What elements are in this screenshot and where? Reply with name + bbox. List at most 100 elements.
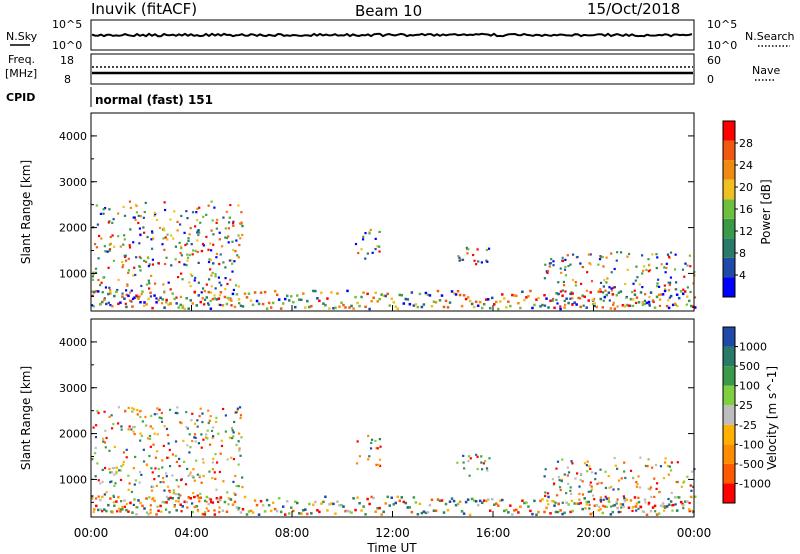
heatmap-cell <box>629 297 633 301</box>
heatmap-cell <box>390 297 393 301</box>
heatmap-cell <box>150 414 153 418</box>
heatmap-cell <box>318 510 321 514</box>
heatmap-cell <box>218 470 221 474</box>
heatmap-cell <box>619 251 623 254</box>
heatmap-cell <box>200 291 203 294</box>
heatmap-cell <box>664 288 667 291</box>
heatmap-cell <box>468 474 471 477</box>
heatmap-cell <box>412 496 416 499</box>
heatmap-cell <box>163 306 166 309</box>
heatmap-cell <box>320 502 323 505</box>
heatmap-cell <box>610 252 613 255</box>
heatmap-cell <box>438 299 442 302</box>
heatmap-cell <box>444 299 448 303</box>
heatmap-cell <box>237 463 240 466</box>
heatmap-cell <box>578 498 581 501</box>
heatmap-cell <box>218 294 222 297</box>
heatmap-cell <box>503 509 506 513</box>
heatmap-cell <box>128 425 131 428</box>
heatmap-cell <box>115 470 118 473</box>
heatmap-cell <box>551 499 554 503</box>
heatmap-cell <box>285 500 289 503</box>
heatmap-cell <box>680 485 683 488</box>
heatmap-cell <box>641 269 645 272</box>
ytick-label: 1000 <box>59 267 87 280</box>
heatmap-cell <box>543 475 546 478</box>
heatmap-cell <box>171 292 174 295</box>
heatmap-cell <box>164 236 167 239</box>
heatmap-cell <box>486 298 490 301</box>
heatmap-cell <box>117 507 121 510</box>
heatmap-cell <box>350 511 353 514</box>
heatmap-cell <box>133 216 136 219</box>
heatmap-cell <box>673 496 677 499</box>
heatmap-cell <box>571 509 574 513</box>
heatmap-cell <box>211 219 214 222</box>
heatmap-cell <box>117 495 120 499</box>
heatmap-cell <box>544 491 547 494</box>
heatmap-cell <box>167 497 170 501</box>
heatmap-cell <box>550 258 553 261</box>
heatmap-cell <box>208 497 211 500</box>
heatmap-cell <box>629 304 632 307</box>
heatmap-cell <box>196 250 199 254</box>
heatmap-cell <box>635 296 639 299</box>
heatmap-cell <box>663 506 667 509</box>
heatmap-cell <box>112 218 115 221</box>
heatmap-cell <box>171 497 174 500</box>
heatmap-cell <box>224 288 227 291</box>
heatmap-cell <box>330 502 333 505</box>
heatmap-cell <box>675 293 679 296</box>
heatmap-cell <box>215 252 219 256</box>
heatmap-cell <box>108 249 111 252</box>
heatmap-cell <box>501 498 504 502</box>
heatmap-cell <box>219 253 222 256</box>
heatmap-cell <box>544 468 547 471</box>
heatmap-cell <box>99 303 102 306</box>
heatmap-cell <box>366 292 369 296</box>
heatmap-cell <box>174 493 177 496</box>
heatmap-cell <box>139 501 142 505</box>
heatmap-cell <box>94 271 98 274</box>
heatmap-cell <box>298 512 301 515</box>
heatmap-cell <box>294 500 297 503</box>
heatmap-cell <box>587 253 590 256</box>
heatmap-cell <box>296 501 299 505</box>
heatmap-cell <box>169 218 172 221</box>
heatmap-cell <box>210 429 214 433</box>
heatmap-cell <box>622 505 625 508</box>
heatmap-cell <box>189 285 192 288</box>
heatmap-cell <box>237 256 240 259</box>
heatmap-cell <box>643 302 647 306</box>
heatmap-cell <box>658 298 662 301</box>
heatmap-cell <box>420 511 424 515</box>
heatmap-cell <box>497 307 500 311</box>
heatmap-cell <box>372 296 375 300</box>
colorbar-tick-label: 4 <box>739 269 746 282</box>
heatmap-cell <box>374 291 377 294</box>
heatmap-cell <box>228 216 231 219</box>
heatmap-cell <box>549 299 552 303</box>
heatmap-cell <box>398 293 402 297</box>
heatmap-cell <box>517 301 520 305</box>
heatmap-cell <box>340 301 343 305</box>
heatmap-cell <box>613 456 616 460</box>
colorbar-swatch <box>723 366 735 386</box>
heatmap-cell <box>171 453 174 456</box>
heatmap-cell <box>638 486 642 489</box>
heatmap-cell <box>123 234 126 237</box>
heatmap-cell <box>632 476 635 480</box>
heatmap-cell <box>129 228 132 231</box>
heatmap-cell <box>571 462 574 465</box>
heatmap-cell <box>638 283 641 286</box>
heatmap-cell <box>202 303 206 306</box>
heatmap-cell <box>599 498 603 502</box>
heatmap-cell <box>232 480 235 484</box>
heatmap-cell <box>578 297 582 300</box>
heatmap-cell <box>360 509 363 512</box>
heatmap-cell <box>610 287 613 290</box>
heatmap-cell <box>91 294 94 297</box>
heatmap-cell <box>590 485 593 488</box>
heatmap-cell <box>478 300 482 304</box>
heatmap-cell <box>191 249 195 252</box>
